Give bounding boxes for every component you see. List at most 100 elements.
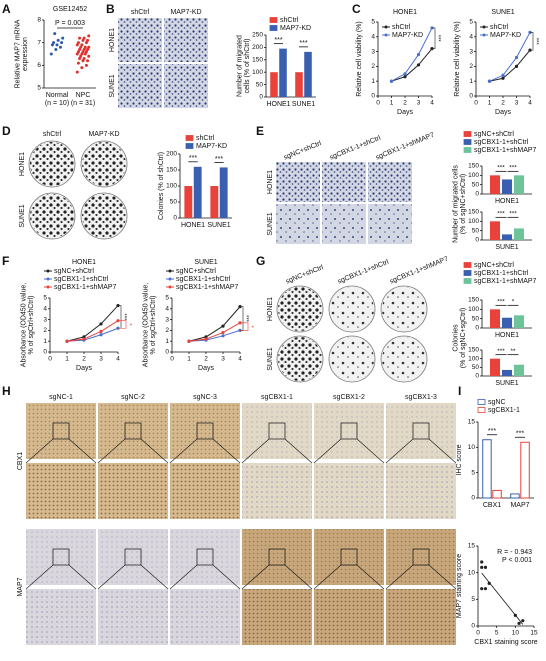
- bar: [489, 309, 501, 328]
- x-tick-label: 15: [530, 630, 538, 637]
- bar: [513, 315, 525, 328]
- zoom-line: [97, 438, 126, 464]
- y-tick-label: 0: [165, 349, 169, 356]
- y-axis-label: Colonies (% of shCtrl): [158, 152, 165, 220]
- bar: [295, 72, 303, 97]
- row-label: HONE1: [109, 28, 116, 52]
- y-axis-label: Number of migrated: [236, 35, 243, 97]
- regression-line: [481, 572, 524, 625]
- y-tick-label: 0: [471, 623, 475, 630]
- legend-label: MAP7-KD: [196, 143, 227, 150]
- bar: [304, 51, 312, 97]
- significance-label: ***: [509, 165, 517, 172]
- bar: [520, 441, 530, 499]
- ihc-zoom-texture: [242, 463, 312, 519]
- column-label: sgCBX1-1+shCtrl: [337, 259, 390, 286]
- panel-letter: G: [256, 254, 265, 268]
- bar: [513, 175, 525, 194]
- annotation: P < 0.001: [502, 557, 532, 564]
- y-tick-label: 150: [468, 347, 479, 354]
- y-axis-label: Absorbance (OD450 value,: [20, 283, 27, 367]
- significance-label: ***: [497, 165, 505, 172]
- x-tick-label: 0: [170, 356, 174, 363]
- legend-swatch: [463, 262, 472, 268]
- x-tick-label: 1: [187, 356, 191, 363]
- dish-colonies: [30, 194, 74, 238]
- legend-label: sgCBX1-1+shCtrl: [54, 276, 109, 283]
- legend-label: sgCBX1-1+shCtrl: [474, 270, 529, 277]
- y-tick-label: 10: [468, 444, 476, 451]
- data-point: [87, 54, 91, 58]
- data-point: [54, 47, 58, 51]
- y-tick-label: 7: [37, 39, 41, 46]
- x-tick-label: SUNE1: [207, 222, 230, 229]
- x-axis-label: Days: [76, 365, 92, 372]
- x-tick-label: 4: [528, 100, 532, 107]
- legend-label: shCtrl: [392, 24, 411, 31]
- y-tick-label: 2: [469, 63, 473, 70]
- y-tick-label: 0: [43, 349, 47, 356]
- micrograph-cells: [164, 18, 208, 62]
- x-tick-label: HONE1: [495, 198, 519, 205]
- significance-label: ***: [215, 156, 223, 163]
- zoom-line: [68, 438, 97, 464]
- legend-swatch: [269, 17, 278, 23]
- micrograph-cells: [276, 162, 320, 202]
- y-tick-label: 2: [43, 327, 47, 334]
- x-tick-label: 2: [403, 100, 407, 107]
- data-point: [49, 52, 53, 56]
- x-tick-label: 3: [221, 356, 225, 363]
- series-line: [188, 322, 241, 342]
- zoom-line: [428, 438, 457, 464]
- significance-label: *: [125, 323, 131, 326]
- dish-colonies: [278, 337, 322, 381]
- data-point: [483, 587, 488, 591]
- panel-letter: F: [2, 254, 9, 268]
- panel-letter: E: [256, 124, 264, 138]
- legend-label: MAP7-KD: [280, 25, 311, 32]
- x-tick-label: 0: [476, 630, 480, 637]
- y-tick-label: 0: [475, 191, 479, 198]
- data-point: [487, 581, 491, 585]
- zoom-line: [25, 564, 54, 590]
- ihc-thumbnail-texture: [98, 403, 168, 459]
- y-axis-label: % of sgCtrl+shCtrl): [28, 296, 35, 355]
- legend-label: MAP7-KD: [490, 32, 521, 39]
- data-point: [83, 52, 87, 56]
- y-tick-label: 150: [252, 57, 263, 64]
- significance-label: ***: [242, 315, 248, 323]
- dish-colonies: [330, 337, 374, 381]
- y-tick-label: 1: [43, 338, 47, 345]
- data-point: [52, 41, 56, 45]
- y-tick-label: 100: [468, 172, 479, 179]
- chart-title: SUNE1: [491, 9, 514, 16]
- y-tick-label: 0: [259, 94, 263, 101]
- y-tick-label: 5: [37, 85, 41, 92]
- data-point: [76, 50, 80, 54]
- data-point: [81, 59, 85, 63]
- micrograph-cells: [368, 204, 412, 244]
- significance-label: ***: [509, 211, 517, 218]
- column-label: sgCBX1-1: [261, 394, 293, 401]
- series-line: [391, 48, 433, 82]
- x-tick-note: (n = 31): [71, 100, 95, 107]
- panel-letter: A: [2, 2, 11, 16]
- data-point: [99, 329, 103, 334]
- bar: [492, 489, 502, 499]
- y-axis-label: expression: [22, 37, 29, 71]
- ihc-zoom-texture: [242, 589, 312, 645]
- dish-colonies: [330, 287, 374, 331]
- data-point: [389, 79, 394, 83]
- micrograph-cells: [276, 204, 320, 244]
- data-point: [65, 339, 69, 343]
- y-tick-label: 100: [468, 306, 479, 313]
- annotation: R = - 0.943: [497, 549, 532, 556]
- data-point: [521, 619, 525, 623]
- x-tick-label: 5: [495, 630, 499, 637]
- data-point: [221, 324, 225, 328]
- ihc-zoom-texture: [386, 463, 456, 519]
- y-tick-label: 0: [475, 373, 479, 380]
- x-tick-label: 3: [515, 100, 519, 107]
- legend-marker: [384, 25, 388, 29]
